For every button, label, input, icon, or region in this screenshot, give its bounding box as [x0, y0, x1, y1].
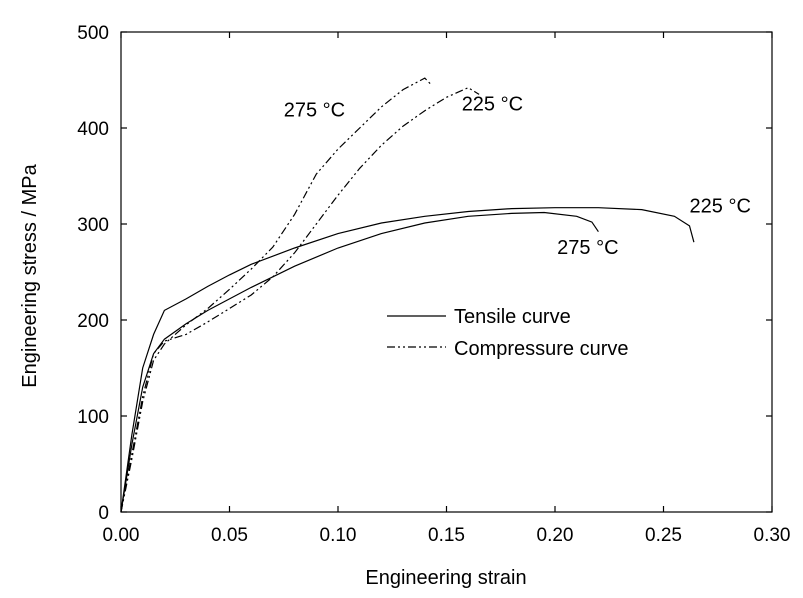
y-tick-label-4: 400: [77, 119, 109, 140]
legend: Tensile curve Compressure curve: [387, 306, 629, 360]
y-tick-label-0: 0: [98, 503, 109, 524]
x-tick-label-0: 0.00: [103, 525, 140, 546]
annotation-2: 225 °C: [690, 195, 751, 217]
legend-label-tensile: Tensile curve: [454, 306, 571, 328]
x-axis-title: Engineering strain: [365, 567, 526, 589]
annotation-0: 275 °C: [284, 99, 345, 121]
curve-0-solid: [120, 207, 695, 513]
y-axis-title: Engineering stress / MPa: [19, 163, 41, 387]
x-tick-label-2: 0.10: [320, 525, 357, 546]
x-tick-label-4: 0.20: [537, 525, 574, 546]
x-tick-label-3: 0.15: [428, 525, 465, 546]
data-curves: [120, 77, 695, 513]
y-tick-label-3: 300: [77, 215, 109, 236]
x-tick-label-5: 0.25: [645, 525, 682, 546]
plot-frame: [120, 31, 773, 513]
curve-3-dash-dot-dot: [120, 77, 432, 513]
y-tick-label-1: 100: [77, 407, 109, 428]
curve-2-dash-dot-dot: [120, 87, 480, 513]
annotations: 275 °C 225 °C 225 °C 275 °C: [284, 94, 751, 259]
axis-ticks: [120, 31, 773, 513]
curve-1-solid: [120, 211, 599, 513]
y-tick-label-2: 200: [77, 311, 109, 332]
axis-tick-labels: 0.00 0.05 0.10 0.15 0.20 0.25 0.30 0 100 200 300 40…: [77, 23, 790, 546]
annotation-3: 275 °C: [557, 237, 618, 259]
x-tick-label-1: 0.05: [211, 525, 248, 546]
y-tick-label-5: 500: [77, 23, 109, 44]
legend-label-compressure: Compressure curve: [454, 338, 629, 360]
annotation-1: 225 °C: [462, 94, 523, 116]
x-tick-label-6: 0.30: [754, 525, 791, 546]
